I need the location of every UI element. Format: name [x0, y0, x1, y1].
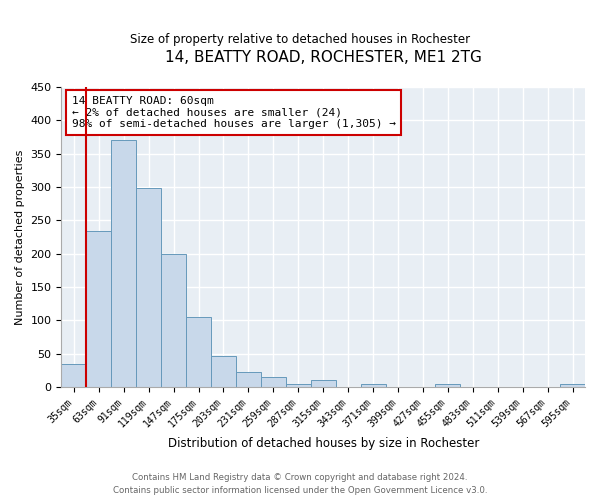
Bar: [236, 372, 261, 387]
Bar: [311, 380, 335, 387]
Text: Size of property relative to detached houses in Rochester: Size of property relative to detached ho…: [130, 32, 470, 46]
Bar: [286, 384, 311, 387]
Text: Contains HM Land Registry data © Crown copyright and database right 2024.
Contai: Contains HM Land Registry data © Crown c…: [113, 474, 487, 495]
Bar: [261, 377, 286, 387]
Bar: [361, 384, 386, 387]
Bar: [161, 254, 186, 387]
Bar: [61, 364, 86, 387]
Bar: [560, 384, 585, 387]
Bar: [186, 317, 211, 387]
Bar: [136, 188, 161, 387]
Bar: [436, 384, 460, 387]
Bar: [211, 356, 236, 387]
Text: 14 BEATTY ROAD: 60sqm
← 2% of detached houses are smaller (24)
98% of semi-detac: 14 BEATTY ROAD: 60sqm ← 2% of detached h…: [72, 96, 396, 129]
Bar: [111, 140, 136, 387]
Y-axis label: Number of detached properties: Number of detached properties: [15, 150, 25, 324]
X-axis label: Distribution of detached houses by size in Rochester: Distribution of detached houses by size …: [167, 437, 479, 450]
Title: 14, BEATTY ROAD, ROCHESTER, ME1 2TG: 14, BEATTY ROAD, ROCHESTER, ME1 2TG: [165, 50, 482, 65]
Bar: [86, 231, 111, 387]
